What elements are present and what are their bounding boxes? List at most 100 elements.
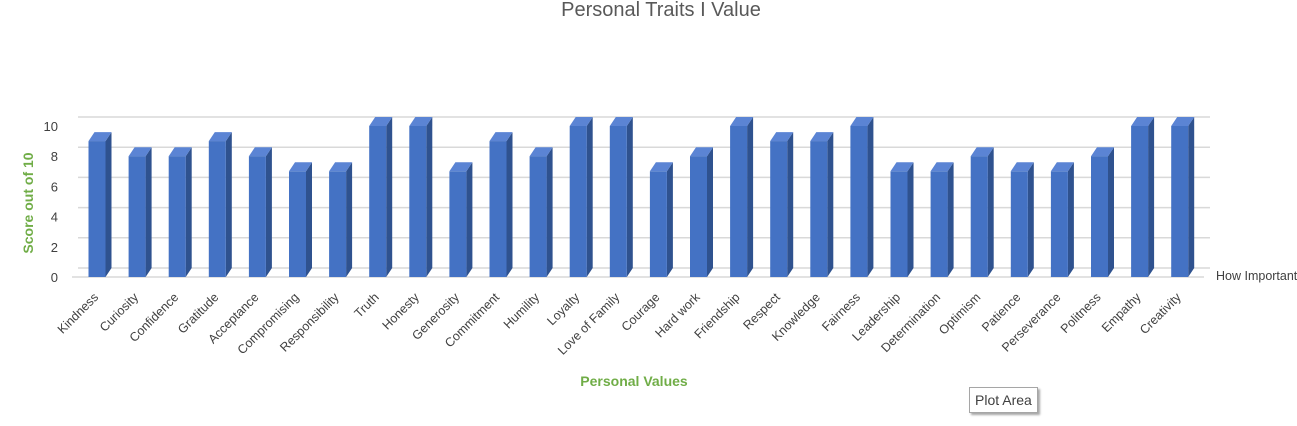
bar-front [409,126,427,277]
bar-side [105,132,112,277]
bar-front [810,141,828,277]
bar-front [489,141,507,277]
bar[interactable] [770,132,794,277]
bar-side [1148,117,1155,277]
bars[interactable] [88,117,1195,277]
bar[interactable] [1091,147,1114,277]
bar-front [850,126,868,277]
bar[interactable] [649,162,673,277]
bar-top [609,117,633,126]
bar-side [306,162,312,277]
bar[interactable] [489,132,513,277]
bar-top [930,162,954,172]
bar[interactable] [970,147,994,277]
bar-side [947,162,954,277]
bar-top [649,162,673,172]
bar[interactable] [128,147,152,277]
bar-side [386,117,393,277]
x-tick-label: Creativity [1137,290,1184,337]
bar[interactable] [88,132,112,277]
bar[interactable] [1171,117,1195,277]
y-tick-label: 8 [51,149,58,164]
bar-top [1091,147,1114,157]
bar-front [569,126,587,277]
bar-top [248,147,272,157]
bar-side [546,147,553,277]
bar-front [449,171,467,277]
bar-front [208,141,226,277]
x-tick-label: Politness [1058,290,1104,336]
bar-front [329,171,347,277]
bar[interactable] [329,162,353,277]
bar[interactable] [890,162,914,277]
bar[interactable] [369,117,393,277]
bar-top [730,117,754,126]
bar-side [666,162,673,277]
bar[interactable] [529,147,553,277]
bar-top [168,147,192,157]
bar[interactable] [609,117,633,277]
bar-side [506,132,513,277]
bar-side [907,162,914,277]
bar-side [827,132,834,277]
bar-front [1091,156,1108,277]
bar-front [770,141,788,277]
bar[interactable] [409,117,433,277]
bar[interactable] [449,162,473,277]
bar[interactable] [850,117,874,277]
bar-top [1131,117,1155,126]
series-label: How Important [1216,269,1297,283]
bar-front [289,171,306,277]
bar-side [346,162,353,277]
x-tick-label: Kindness [55,290,101,336]
bar-top [409,117,433,126]
bar[interactable] [248,147,272,277]
bar-top [88,132,112,142]
bar[interactable] [930,162,954,277]
bar[interactable] [1131,117,1155,277]
bar-top [970,147,994,157]
bar[interactable] [168,147,192,277]
bar-top [128,147,152,157]
bar-top [489,132,513,142]
x-tick-label: Loyalty [544,290,582,328]
y-tick-label: 4 [51,210,58,225]
bar-front [730,126,748,277]
bar[interactable] [569,117,593,277]
bar[interactable] [1050,162,1074,277]
x-axis-title: Personal Values [580,373,688,389]
bar-front [930,171,948,277]
bar[interactable] [208,132,232,277]
bar-front [1171,126,1189,277]
bar-side [225,132,232,277]
bar-front [890,171,908,277]
bar-top [1171,117,1195,126]
bar[interactable] [1010,162,1034,277]
bar-side [586,117,593,277]
bar-front [970,156,988,277]
bar[interactable] [690,147,713,277]
bar-top [449,162,473,172]
bar-front [649,171,667,277]
bar-side [987,147,994,277]
bar[interactable] [289,162,312,277]
x-axis-labels: KindnessCuriosityConfidenceGratitudeAcce… [55,290,1185,358]
bar-top [890,162,914,172]
bar-side [626,117,633,277]
y-tick-label: 6 [51,179,58,194]
bar-side [747,117,754,277]
bar-front [248,156,266,277]
bar-top [850,117,874,126]
bar[interactable] [810,132,834,277]
bar-front [609,126,627,277]
bar[interactable] [730,117,754,277]
bar-front [529,156,547,277]
bar-front [1010,171,1028,277]
bar-front [168,156,186,277]
bar-top [208,132,232,142]
bar-top [369,117,393,126]
bar-front [88,141,106,277]
bar-top [569,117,593,126]
y-axis-ticks: 0 2 4 6 8 10 [44,119,58,285]
